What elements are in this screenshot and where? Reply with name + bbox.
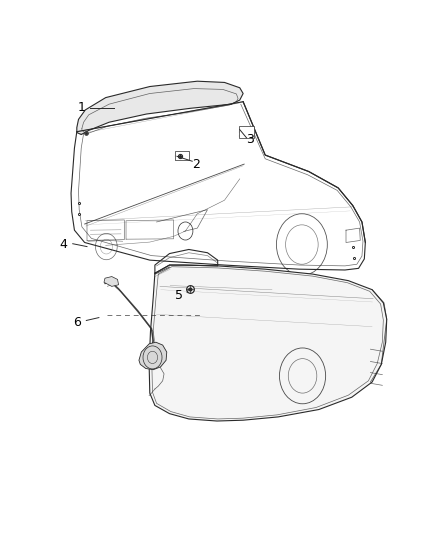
Polygon shape [104,277,119,286]
Polygon shape [77,81,243,134]
FancyBboxPatch shape [175,151,189,160]
Text: 4: 4 [59,238,67,251]
Text: 2: 2 [192,158,200,171]
Text: 1: 1 [78,101,86,114]
Text: 5: 5 [175,289,183,302]
Polygon shape [149,265,387,421]
Text: 6: 6 [73,316,81,329]
Text: 3: 3 [246,133,254,147]
Polygon shape [139,342,167,370]
FancyBboxPatch shape [239,126,254,138]
